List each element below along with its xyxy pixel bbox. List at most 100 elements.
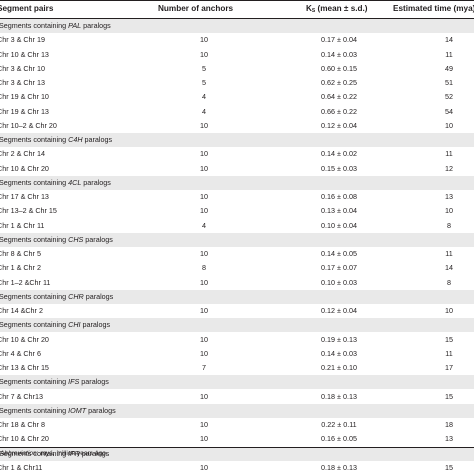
table-row: Chr 10 & Chr 20 10 0.15 ± 0.03 12	[0, 162, 474, 176]
segment-pair-cell: Chr 1 & Chr11	[0, 462, 43, 472]
group-label-suffix: paralogs	[82, 135, 113, 144]
ks-cell: 0.66 ± 0.22	[321, 106, 357, 116]
header-estimated-time: Estimated time (mya)	[393, 4, 474, 13]
group-label-prefix: Segments containing	[0, 377, 69, 387]
estimated-time-cell: 10	[445, 206, 453, 216]
group-header-row: Segments containing C4H paralogs	[0, 133, 474, 147]
ks-cell: 0.18 ± 0.13	[321, 462, 357, 472]
segment-pair-cell: Chr 10 & Chr 13	[0, 49, 49, 59]
anchors-cell: 10	[200, 334, 208, 344]
table-row: Chr 8 & Chr 5 10 0.14 ± 0.05 11	[0, 247, 474, 261]
estimated-time-cell: 11	[445, 249, 453, 258]
group-label-prefix: Segments containing	[0, 234, 69, 244]
anchors-cell: 4	[202, 92, 206, 102]
segment-pair-cell: Chr 2 & Chr 14	[0, 149, 45, 159]
ks-cell: 0.13 ± 0.04	[321, 206, 357, 216]
header-ks-qualifier: (mean ± s.d.)	[315, 4, 368, 13]
ks-cell: 0.64 ± 0.22	[321, 92, 357, 102]
ks-cell: 0.60 ± 0.15	[321, 63, 357, 73]
table-row: Chr 2 & Chr 14 10 0.14 ± 0.02 11	[0, 147, 474, 161]
ks-cell: 0.16 ± 0.05	[321, 434, 357, 444]
anchors-cell: 10	[200, 420, 208, 429]
footnote: Abbreviation: mya, million years ago.	[0, 448, 108, 460]
table-top-rule	[0, 0, 474, 1]
anchors-cell: 10	[200, 35, 208, 45]
anchors-cell: 4	[202, 106, 206, 116]
group-label-suffix: paralogs	[80, 320, 111, 330]
table-row: Chr 3 & Chr 19 10 0.17 ± 0.04 14	[0, 33, 474, 47]
table-row: Chr 14 &Chr 2 10 0.12 ± 0.04 10	[0, 304, 474, 318]
estimated-time-cell: 13	[445, 434, 453, 444]
estimated-time-cell: 15	[445, 391, 453, 401]
segment-pair-cell: Chr 10 & Chr 20	[0, 334, 49, 344]
anchors-cell: 8	[202, 263, 206, 273]
group-header-row: Segments containing CHS paralogs	[0, 232, 474, 247]
ks-cell: 0.17 ± 0.04	[321, 35, 357, 45]
estimated-time-cell: 15	[445, 334, 453, 344]
anchors-cell: 10	[200, 163, 208, 173]
header-number-of-anchors: Number of anchors	[158, 4, 234, 13]
table-row: Chr 1 & Chr 2 8 0.17 ± 0.07 14	[0, 261, 474, 275]
estimated-time-cell: 13	[445, 192, 453, 201]
table-row: Chr 1 & Chr 11 4 0.10 ± 0.04 8	[0, 219, 474, 233]
ks-cell: 0.17 ± 0.07	[321, 263, 357, 273]
table-row: Chr 13–2 & Chr 15 10 0.13 ± 0.04 10	[0, 204, 474, 218]
estimated-time-cell: 15	[445, 462, 453, 472]
anchors-cell: 10	[200, 277, 208, 287]
ks-cell: 0.19 ± 0.13	[321, 334, 357, 344]
gene-name: IFR	[68, 448, 80, 458]
segment-pair-cell: Chr 4 & Chr 6	[0, 348, 41, 358]
ks-cell: 0.62 ± 0.25	[321, 78, 357, 87]
ks-cell: 0.18 ± 0.13	[321, 391, 357, 401]
segment-pair-cell: Chr 13 & Chr 15	[0, 363, 49, 372]
anchors-cell: 10	[200, 348, 208, 358]
group-label-prefix: Segments containing	[0, 21, 69, 30]
segment-pair-cell: Chr 1 & Chr 2	[0, 263, 41, 273]
anchors-cell: 10	[200, 49, 208, 59]
gene-name: CHI	[68, 320, 81, 330]
ks-cell: 0.14 ± 0.05	[321, 249, 357, 258]
anchors-cell: 10	[200, 249, 208, 258]
estimated-time-cell: 14	[445, 35, 453, 45]
group-label-prefix: Segments containing	[0, 320, 69, 330]
segment-pair-cell: Chr 10–2 & Chr 20	[0, 120, 57, 130]
gene-name: CHR	[68, 291, 84, 301]
estimated-time-cell: 11	[445, 348, 453, 358]
group-label-prefix: Segments containing	[0, 405, 69, 415]
ks-cell: 0.14 ± 0.03	[321, 348, 357, 358]
ks-cell: 0.12 ± 0.04	[321, 120, 357, 130]
segment-pair-cell: Chr 13–2 & Chr 15	[0, 206, 57, 216]
table-row: Chr 3 & Chr 13 5 0.62 ± 0.25 51	[0, 76, 474, 90]
table-row: Chr 4 & Chr 6 10 0.14 ± 0.03 11	[0, 347, 474, 361]
anchors-cell: 10	[200, 120, 208, 130]
group-header-row: Segments containing CHR paralogs	[0, 289, 474, 304]
header-ks-symbol: K	[306, 4, 312, 13]
estimated-time-cell: 10	[445, 120, 453, 130]
estimated-time-cell: 52	[445, 92, 453, 102]
segment-pair-cell: Chr 3 & Chr 13	[0, 78, 45, 87]
table-row: Chr 13 & Chr 15 7 0.21 ± 0.10 17	[0, 361, 474, 375]
ks-cell: 0.15 ± 0.03	[321, 163, 357, 173]
segment-pair-cell: Chr 10 & Chr 20	[0, 163, 49, 173]
table-row: Chr 1–2 &Chr 11 10 0.10 ± 0.03 8	[0, 276, 474, 290]
table-row: Chr 7 & Chr13 10 0.18 ± 0.13 15	[0, 390, 474, 404]
anchors-cell: 5	[202, 78, 206, 87]
group-label-suffix: paralogs	[79, 448, 110, 458]
group-header-row: Segments containing IFR paralogs	[0, 446, 474, 461]
segment-pair-cell: Chr 19 & Chr 10	[0, 92, 49, 102]
group-label-suffix: paralogs	[79, 377, 109, 387]
table-row: Chr 19 & Chr 13 4 0.66 ± 0.22 54	[0, 105, 474, 119]
gene-name: IFS	[68, 377, 80, 387]
segment-pair-cell: Chr 3 & Chr 19	[0, 35, 45, 45]
segment-pair-cell: Chr 1–2 &Chr 11	[0, 277, 51, 287]
table-row: Chr 17 & Chr 13 10 0.16 ± 0.08 13	[0, 190, 474, 204]
estimated-time-cell: 8	[447, 277, 451, 287]
estimated-time-cell: 11	[445, 149, 453, 159]
group-label: Segments containing IFS paralogs	[0, 375, 109, 389]
estimated-time-cell: 17	[445, 363, 453, 372]
estimated-time-cell: 14	[445, 263, 453, 273]
ks-cell: 0.16 ± 0.08	[321, 192, 357, 201]
anchors-cell: 10	[200, 462, 208, 472]
anchors-cell: 5	[202, 63, 206, 73]
ks-cell: 0.10 ± 0.04	[321, 220, 357, 230]
